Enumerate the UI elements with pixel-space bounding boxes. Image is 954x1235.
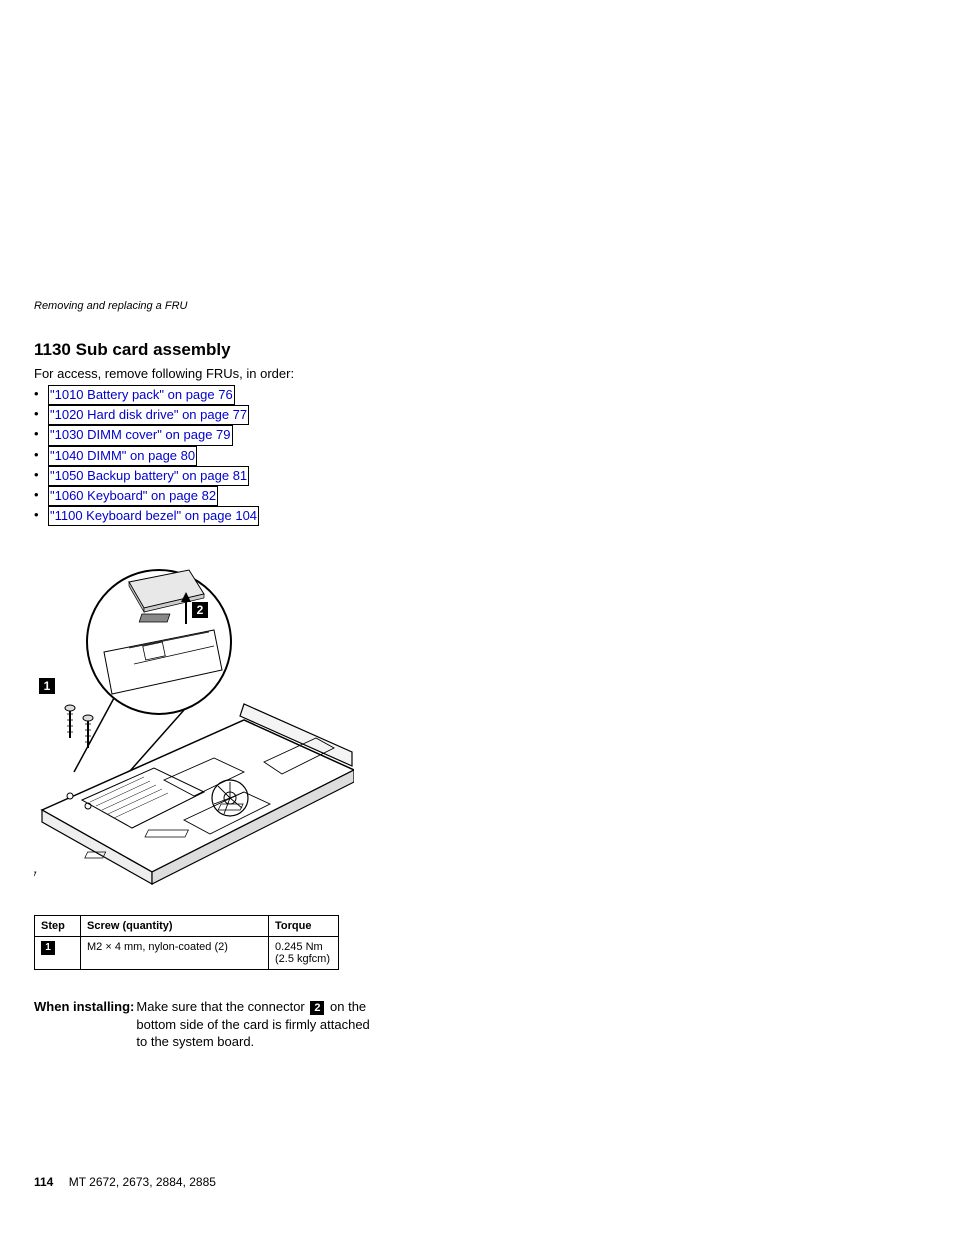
callout-one: 1 bbox=[44, 679, 51, 693]
cell-torque: 0.245 Nm (2.5 kgfcm) bbox=[269, 937, 339, 970]
table-header-step: Step bbox=[35, 916, 81, 937]
table-header-torque: Torque bbox=[269, 916, 339, 937]
callout-two: 2 bbox=[197, 603, 204, 617]
doc-id: MT 2672, 2673, 2884, 2885 bbox=[69, 1175, 216, 1189]
fru-link[interactable]: "1010 Battery pack" on page 76 bbox=[48, 385, 235, 405]
list-item: •"1100 Keyboard bezel" on page 104 bbox=[34, 506, 374, 526]
laptop-base bbox=[34, 704, 354, 884]
fru-list: •"1010 Battery pack" on page 76 •"1020 H… bbox=[34, 385, 374, 526]
page-number: 114 bbox=[34, 1175, 53, 1189]
screw-icon bbox=[83, 715, 93, 748]
install-body: Make sure that the connector 2 on the bo… bbox=[136, 998, 374, 1051]
fru-link[interactable]: "1040 DIMM" on page 80 bbox=[48, 446, 197, 466]
assembly-diagram: 1 2 bbox=[34, 552, 354, 892]
bullet-icon: • bbox=[34, 466, 48, 484]
fru-link[interactable]: "1060 Keyboard" on page 82 bbox=[48, 486, 218, 506]
fru-link[interactable]: "1030 DIMM cover" on page 79 bbox=[48, 425, 233, 445]
install-label: When installing: bbox=[34, 998, 134, 1016]
fru-link[interactable]: "1050 Backup battery" on page 81 bbox=[48, 466, 249, 486]
step-badge: 1 bbox=[41, 941, 55, 955]
list-item: •"1020 Hard disk drive" on page 77 bbox=[34, 405, 374, 425]
bullet-icon: • bbox=[34, 506, 48, 524]
table-header-screw: Screw (quantity) bbox=[81, 916, 269, 937]
list-item: •"1010 Battery pack" on page 76 bbox=[34, 385, 374, 405]
list-item: •"1030 DIMM cover" on page 79 bbox=[34, 425, 374, 445]
bullet-icon: • bbox=[34, 385, 48, 403]
section-title: 1130 Sub card assembly bbox=[34, 340, 374, 360]
fru-link[interactable]: "1020 Hard disk drive" on page 77 bbox=[48, 405, 249, 425]
bullet-icon: • bbox=[34, 486, 48, 504]
running-header: Removing and replacing a FRU bbox=[34, 300, 374, 312]
list-item: •"1060 Keyboard" on page 82 bbox=[34, 486, 374, 506]
bullet-icon: • bbox=[34, 405, 48, 423]
bullet-icon: • bbox=[34, 425, 48, 443]
list-item: •"1040 DIMM" on page 80 bbox=[34, 446, 374, 466]
section-intro: For access, remove following FRUs, in or… bbox=[34, 366, 374, 381]
fru-link[interactable]: "1100 Keyboard bezel" on page 104 bbox=[48, 506, 259, 526]
list-item: •"1050 Backup battery" on page 81 bbox=[34, 466, 374, 486]
screw-table: Step Screw (quantity) Torque 1 M2 × 4 mm… bbox=[34, 915, 339, 970]
page-footer: 114 MT 2672, 2673, 2884, 2885 bbox=[34, 1175, 216, 1189]
screw-icon bbox=[65, 705, 75, 738]
cell-screw: M2 × 4 mm, nylon-coated (2) bbox=[81, 937, 269, 970]
install-note: When installing: Make sure that the conn… bbox=[34, 998, 374, 1051]
bullet-icon: • bbox=[34, 446, 48, 464]
table-row: 1 M2 × 4 mm, nylon-coated (2) 0.245 Nm (… bbox=[35, 937, 339, 970]
callout-badge-icon: 2 bbox=[310, 1001, 324, 1015]
